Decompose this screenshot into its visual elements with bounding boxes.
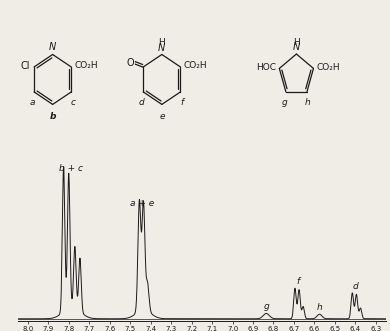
Text: c: c — [71, 98, 76, 107]
Text: CO₂H: CO₂H — [317, 63, 340, 72]
Text: b: b — [50, 112, 56, 121]
Text: a + e: a + e — [130, 199, 154, 208]
Text: CO₂H: CO₂H — [184, 61, 207, 70]
Text: g: g — [282, 98, 288, 107]
Text: H: H — [293, 38, 300, 47]
Text: h: h — [317, 303, 323, 312]
Text: N: N — [49, 42, 56, 52]
Text: e: e — [159, 112, 165, 121]
Text: a: a — [29, 98, 35, 107]
Text: d: d — [138, 98, 144, 107]
Text: N: N — [158, 43, 165, 53]
Text: f: f — [181, 98, 184, 107]
Text: Cl: Cl — [21, 61, 30, 71]
Text: g: g — [264, 302, 269, 311]
Text: H: H — [158, 38, 165, 47]
Text: b + c: b + c — [59, 164, 83, 172]
Text: CO₂H: CO₂H — [74, 61, 98, 70]
Text: HOC: HOC — [256, 63, 276, 72]
Text: h: h — [305, 98, 310, 107]
Text: N: N — [293, 42, 300, 52]
Text: d: d — [353, 282, 358, 291]
Text: f: f — [296, 277, 300, 286]
Text: O: O — [127, 58, 135, 68]
